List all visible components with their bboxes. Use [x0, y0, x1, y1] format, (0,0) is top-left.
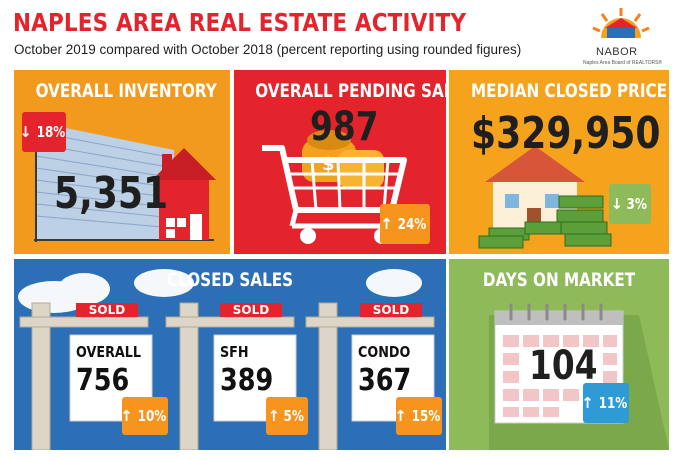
sign-label: OVERALL	[76, 343, 142, 361]
pending-change-badge: ↑ 24%	[380, 204, 430, 244]
median-panel: MEDIAN CLOSED PRICE $329,950 ↓ 3%	[449, 70, 669, 254]
sfh-change-badge: ↑ 5%	[266, 397, 308, 435]
sign-label: SFH	[220, 343, 249, 361]
logo-tagline: Naples Area Board of REALTORS®	[583, 60, 663, 66]
inventory-title: OVERALL INVENTORY	[35, 80, 217, 102]
page-subtitle: October 2019 compared with October 2018 …	[14, 42, 522, 57]
days-value: 104	[529, 343, 598, 389]
pending-title: OVERALL PENDING SALES	[255, 80, 446, 102]
house-illustration	[34, 122, 216, 242]
days-change-badge: ↑ 11%	[581, 383, 629, 423]
overall-change-badge: ↑ 10%	[120, 397, 168, 435]
sign-value: 389	[220, 363, 274, 398]
up-arrow-icon: ↑	[394, 407, 407, 425]
up-arrow-icon: ↑	[120, 407, 133, 425]
up-arrow-icon: ↑	[267, 407, 281, 425]
median-value: $329,950	[471, 108, 661, 159]
down-arrow-icon: ↓	[19, 123, 32, 141]
sold-label: SOLD	[88, 303, 126, 317]
sold-label: SOLD	[232, 303, 270, 317]
sold-label: SOLD	[372, 303, 410, 317]
logo-name: NABOR	[596, 46, 638, 58]
calendar-illustration	[489, 303, 669, 450]
median-change-badge: ↓ 3%	[609, 184, 651, 224]
up-arrow-icon: ↑	[581, 394, 594, 412]
inventory-change-value: 18%	[36, 123, 66, 141]
inventory-value: 5,351	[54, 168, 169, 219]
pending-panel: $ OVERALL PENDING SALES 987 ↑ 24%	[234, 70, 446, 254]
down-arrow-icon: ↓	[610, 195, 624, 213]
condo-change-badge: ↑ 15%	[394, 397, 442, 435]
days-change-value: 11%	[598, 394, 628, 412]
overall-change-value: 10%	[137, 407, 167, 425]
house-money-illustration	[478, 146, 612, 249]
sfh-change-value: 5%	[283, 407, 304, 425]
days-on-market-panel: DAYS ON MARKET 104 ↑ 11%	[449, 259, 669, 450]
median-title: MEDIAN CLOSED PRICE	[471, 80, 668, 102]
median-change-value: 3%	[626, 195, 647, 213]
days-title: DAYS ON MARKET	[482, 269, 636, 291]
inventory-panel: OVERALL INVENTORY ↓ 18% 5,351	[14, 70, 230, 254]
sign-value: 756	[76, 363, 130, 398]
pending-change-value: 24%	[397, 215, 427, 233]
pending-value: 987	[310, 104, 379, 150]
page-title: NAPLES AREA REAL ESTATE ACTIVITY	[13, 8, 467, 37]
sign-value: 367	[358, 363, 412, 398]
closed-sales-title: CLOSED SALES	[166, 269, 294, 291]
inventory-change-badge: ↓ 18%	[19, 112, 66, 152]
nabor-logo-icon	[592, 8, 650, 38]
closed-sales-panel: CLOSED SALES SOLD SOLD SOLD OVERALL 756 …	[14, 259, 446, 450]
sign-label: CONDO	[358, 343, 411, 361]
condo-change-value: 15%	[411, 407, 441, 425]
up-arrow-icon: ↑	[380, 215, 393, 233]
